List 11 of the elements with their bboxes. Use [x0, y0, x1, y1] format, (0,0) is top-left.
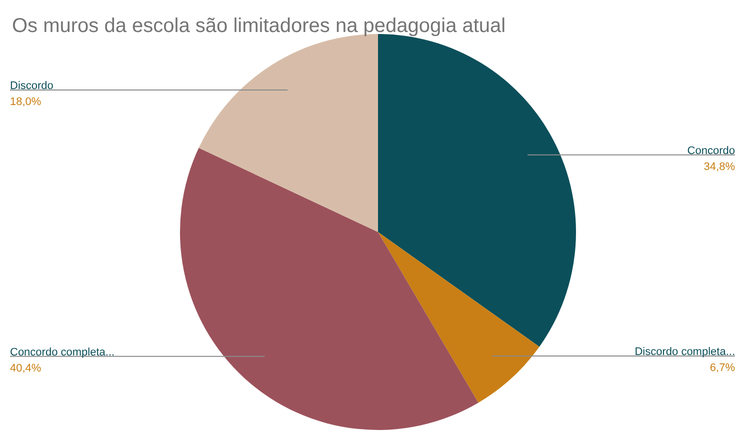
slice-label: Concordo completa... [10, 346, 115, 358]
data-label: 40,4% [10, 362, 42, 374]
pie-slice [180, 148, 478, 430]
chart-title: Os muros da escola são limitadores na pedagogia atual [12, 15, 506, 37]
data-label: 18,0% [10, 96, 42, 108]
pie-slice [378, 232, 540, 403]
slice-label: Discordo completa... [634, 346, 735, 358]
slice-label: Concordo [687, 144, 735, 157]
slice-label: Discordo [10, 80, 54, 92]
data-label: 34,8% [704, 160, 736, 173]
data-label: 6,7% [710, 362, 736, 374]
